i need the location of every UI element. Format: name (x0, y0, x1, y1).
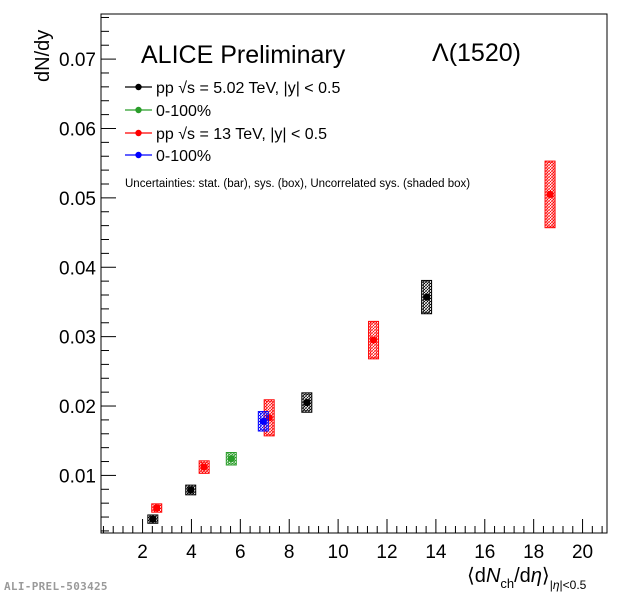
axis-ticks (101, 16, 603, 533)
tick-labels: 2 4 6 8 10 12 14 16 18 20 0.01 0.02 0.03 0.04 0.05 0.06… (59, 50, 593, 563)
data-point (227, 455, 235, 463)
data-point (149, 515, 157, 523)
data-point (423, 293, 431, 301)
y-tick-label: 0.03 (59, 328, 96, 349)
legend-marker (135, 129, 142, 137)
y-axis-title: dN/dy (32, 30, 54, 82)
x-tick-label: 10 (328, 542, 349, 563)
x-tick-label: 20 (572, 542, 593, 563)
legend-marker (135, 151, 142, 159)
data-point (369, 336, 378, 344)
x-tick-label: 14 (425, 542, 447, 563)
x-tick-label: 2 (137, 542, 148, 563)
y-tick-label: 0.07 (59, 50, 96, 71)
x-tick-label: 6 (235, 542, 246, 563)
data-point (200, 463, 208, 471)
x-tick-label: 16 (474, 542, 495, 563)
x-tick-label: 18 (523, 542, 544, 563)
legend-marker (135, 106, 142, 114)
x-axis-title: ⟨dNch/dη⟩|η|<0.5 (467, 565, 587, 592)
data-marks (147, 160, 556, 524)
data-point (187, 486, 195, 494)
y-tick-label: 0.01 (59, 466, 96, 487)
legend-label: 0-100% (156, 148, 211, 165)
x-tick-label: 4 (186, 542, 197, 563)
data-point (546, 190, 554, 199)
legend: pp √s = 5.02 TeV, |y| < 0.5 0-100% pp √s =… (125, 80, 340, 165)
particle-label: Λ(1520) (432, 39, 521, 67)
y-tick-label: 0.05 (59, 189, 96, 210)
experiment-label: ALICE Preliminary (141, 41, 346, 69)
legend-label: pp √s = 13 TeV, |y| < 0.5 (156, 126, 327, 143)
y-tick-label: 0.02 (59, 397, 96, 418)
y-tick-label: 0.04 (59, 258, 96, 279)
legend-label: 0-100% (156, 103, 211, 120)
data-point (259, 417, 267, 425)
plot-frame (100, 13, 608, 534)
figure-id-footer: ALI-PREL-503425 (4, 580, 108, 593)
x-tick-label: 8 (284, 542, 295, 563)
legend-marker (135, 83, 142, 91)
data-point (303, 398, 311, 407)
legend-label: pp √s = 5.02 TeV, |y| < 0.5 (156, 80, 340, 97)
x-tick-label: 12 (376, 542, 397, 563)
data-point (153, 504, 161, 512)
y-tick-label: 0.06 (59, 119, 96, 140)
uncertainty-note: Uncertainties: stat. (bar), sys. (box), … (125, 178, 470, 190)
